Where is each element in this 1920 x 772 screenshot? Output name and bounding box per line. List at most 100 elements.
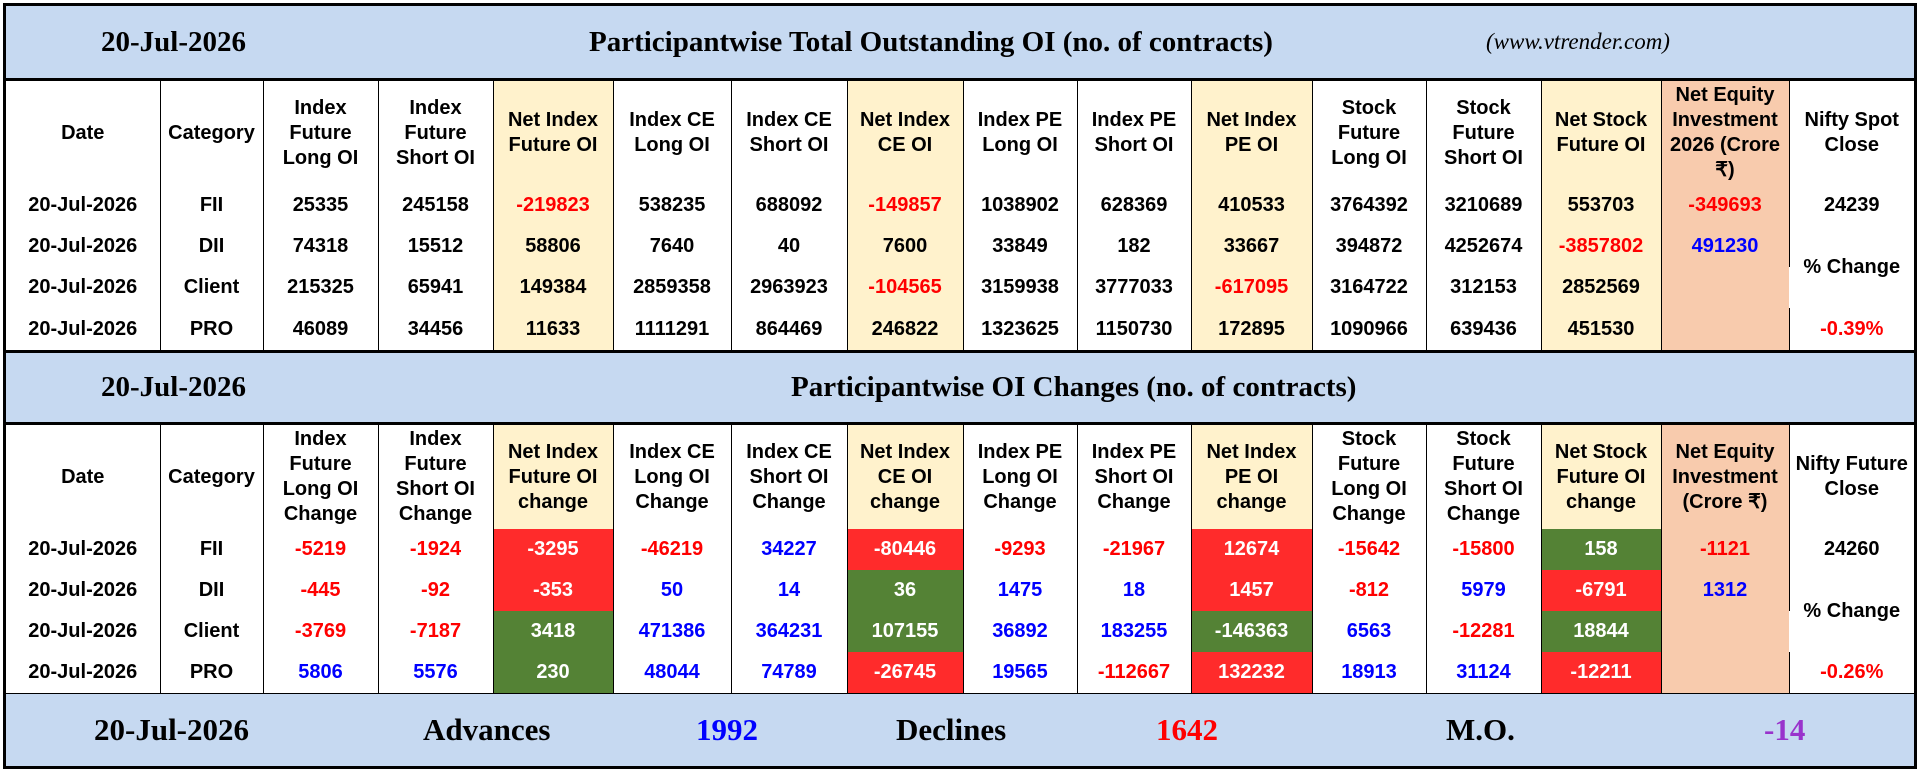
value-cell: 1090966 xyxy=(1312,308,1427,350)
value-cell: 364231 xyxy=(731,611,848,652)
value-cell: -812 xyxy=(1312,570,1427,611)
value-cell: 158 xyxy=(1541,529,1662,570)
value-cell: 33849 xyxy=(963,226,1078,267)
value-cell: 553703 xyxy=(1541,185,1662,226)
value-cell: 149384 xyxy=(493,267,614,308)
value-cell: 3210689 xyxy=(1426,185,1542,226)
equity-cell: 1312 xyxy=(1661,570,1790,611)
value-cell: 4252674 xyxy=(1426,226,1542,267)
table-row: 20-Jul-2026 Client 215325 65941 149384 2… xyxy=(6,267,1914,308)
value-cell: 65941 xyxy=(378,267,494,308)
value-cell: 639436 xyxy=(1426,308,1542,350)
value-cell: 36892 xyxy=(963,611,1078,652)
header-cell: Net Stock Future OI change xyxy=(1541,425,1662,529)
value-cell: 11633 xyxy=(493,308,614,350)
date-cell: 20-Jul-2026 xyxy=(6,570,161,611)
category-cell: Client xyxy=(160,267,264,308)
value-cell: -104565 xyxy=(847,267,964,308)
value-cell: 1111291 xyxy=(613,308,732,350)
value-cell: 34456 xyxy=(378,308,494,350)
equity-cell xyxy=(1661,308,1790,350)
change-label: % Change xyxy=(1803,255,1901,278)
mid-band-date: 20-Jul-2026 xyxy=(101,371,246,403)
equity-cell: 491230 xyxy=(1661,226,1790,267)
header-cell: Index CE Short OI Change xyxy=(731,425,848,529)
table-row: 20-Jul-2026 PRO 46089 34456 11633 111129… xyxy=(6,308,1914,350)
value-cell: -46219 xyxy=(613,529,732,570)
value-cell: 36 xyxy=(847,570,964,611)
value-cell: -353 xyxy=(493,570,614,611)
value-cell: 12674 xyxy=(1191,529,1313,570)
value-cell: 5979 xyxy=(1426,570,1542,611)
header-cell: Net Index CE OI change xyxy=(847,425,964,529)
header-cell: Index PE Long OI Change xyxy=(963,425,1078,529)
value-cell: 215325 xyxy=(263,267,379,308)
value-cell: 1038902 xyxy=(963,185,1078,226)
value-cell: 7600 xyxy=(847,226,964,267)
value-cell: 246822 xyxy=(847,308,964,350)
header-cell: Index CE Short OI xyxy=(731,81,848,185)
declines-value: 1642 xyxy=(1156,712,1218,747)
table-row: 20-Jul-2026 Client -3769 -7187 3418 4713… xyxy=(6,611,1914,652)
header-cell: Nifty Spot Close xyxy=(1804,109,1899,156)
value-cell: 245158 xyxy=(378,185,494,226)
value-cell: 25335 xyxy=(263,185,379,226)
value-cell: -26745 xyxy=(847,652,964,694)
value-cell: 7640 xyxy=(613,226,732,267)
date-cell: 20-Jul-2026 xyxy=(6,267,161,308)
header-cell: Net Index CE OI xyxy=(847,81,964,185)
category-cell: PRO xyxy=(160,308,264,350)
bottom-header-row: Date Category Index Future Long OI Chang… xyxy=(6,425,1914,529)
header-cell: Stock Future Long OI xyxy=(1312,81,1427,185)
top-header-row: Date Category Index Future Long OI Index… xyxy=(6,81,1914,185)
change-value: -0.26% xyxy=(1820,660,1884,683)
nifty-close-value: 24260 xyxy=(1823,538,1880,560)
value-cell: 3764392 xyxy=(1312,185,1427,226)
value-cell: -21967 xyxy=(1077,529,1192,570)
category-cell: FII xyxy=(160,185,264,226)
header-cell: Stock Future Short OI xyxy=(1426,81,1542,185)
report-frame: 20-Jul-2026 Participantwise Total Outsta… xyxy=(3,3,1917,769)
header-cell: Index CE Long OI Change xyxy=(613,425,732,529)
category-cell: Client xyxy=(160,611,264,652)
header-cell: Stock Future Short OI Change xyxy=(1426,425,1542,529)
header-cell: Nifty Future Close xyxy=(1795,453,1908,500)
header-cell: Net Equity Investment (Crore ₹) xyxy=(1661,425,1790,529)
footer-date: 20-Jul-2026 xyxy=(94,712,249,747)
mo-value: -14 xyxy=(1764,712,1806,747)
value-cell: -15642 xyxy=(1312,529,1427,570)
top-band-title: Participantwise Total Outstanding OI (no… xyxy=(589,26,1273,58)
header-cell: Index Future Short OI xyxy=(378,81,494,185)
value-cell: 15512 xyxy=(378,226,494,267)
value-cell: 3159938 xyxy=(963,267,1078,308)
header-cell: Index Future Short OI Change xyxy=(378,425,494,529)
header-cell: Date xyxy=(6,81,161,185)
value-cell: 451530 xyxy=(1541,308,1662,350)
value-cell: 18913 xyxy=(1312,652,1427,694)
header-cell: Index Future Long OI Change xyxy=(263,425,379,529)
value-cell: -6791 xyxy=(1541,570,1662,611)
value-cell: -149857 xyxy=(847,185,964,226)
value-cell: 1150730 xyxy=(1077,308,1192,350)
value-cell: -12281 xyxy=(1426,611,1542,652)
equity-cell xyxy=(1661,611,1789,652)
advances-label: Advances xyxy=(423,712,551,747)
value-cell: 230 xyxy=(493,652,614,694)
table-row: 20-Jul-2026 FII -5219 -1924 -3295 -46219… xyxy=(6,529,1914,570)
value-cell: -219823 xyxy=(493,185,614,226)
value-cell: 2859358 xyxy=(613,267,732,308)
date-cell: 20-Jul-2026 xyxy=(6,652,161,694)
value-cell: 33667 xyxy=(1191,226,1313,267)
value-cell: 46089 xyxy=(263,308,379,350)
value-cell: 2963923 xyxy=(731,267,848,308)
value-cell: 19565 xyxy=(963,652,1078,694)
equity-cell xyxy=(1661,652,1790,694)
oi-changes-table: Date Category Index Future Long OI Chang… xyxy=(6,425,1914,696)
value-cell: -3295 xyxy=(493,529,614,570)
value-cell: 312153 xyxy=(1426,267,1542,308)
value-cell: 3418 xyxy=(493,611,614,652)
category-cell: DII xyxy=(160,570,264,611)
value-cell: 182 xyxy=(1077,226,1192,267)
date-cell: 20-Jul-2026 xyxy=(6,185,161,226)
header-cell: Date xyxy=(6,425,161,529)
